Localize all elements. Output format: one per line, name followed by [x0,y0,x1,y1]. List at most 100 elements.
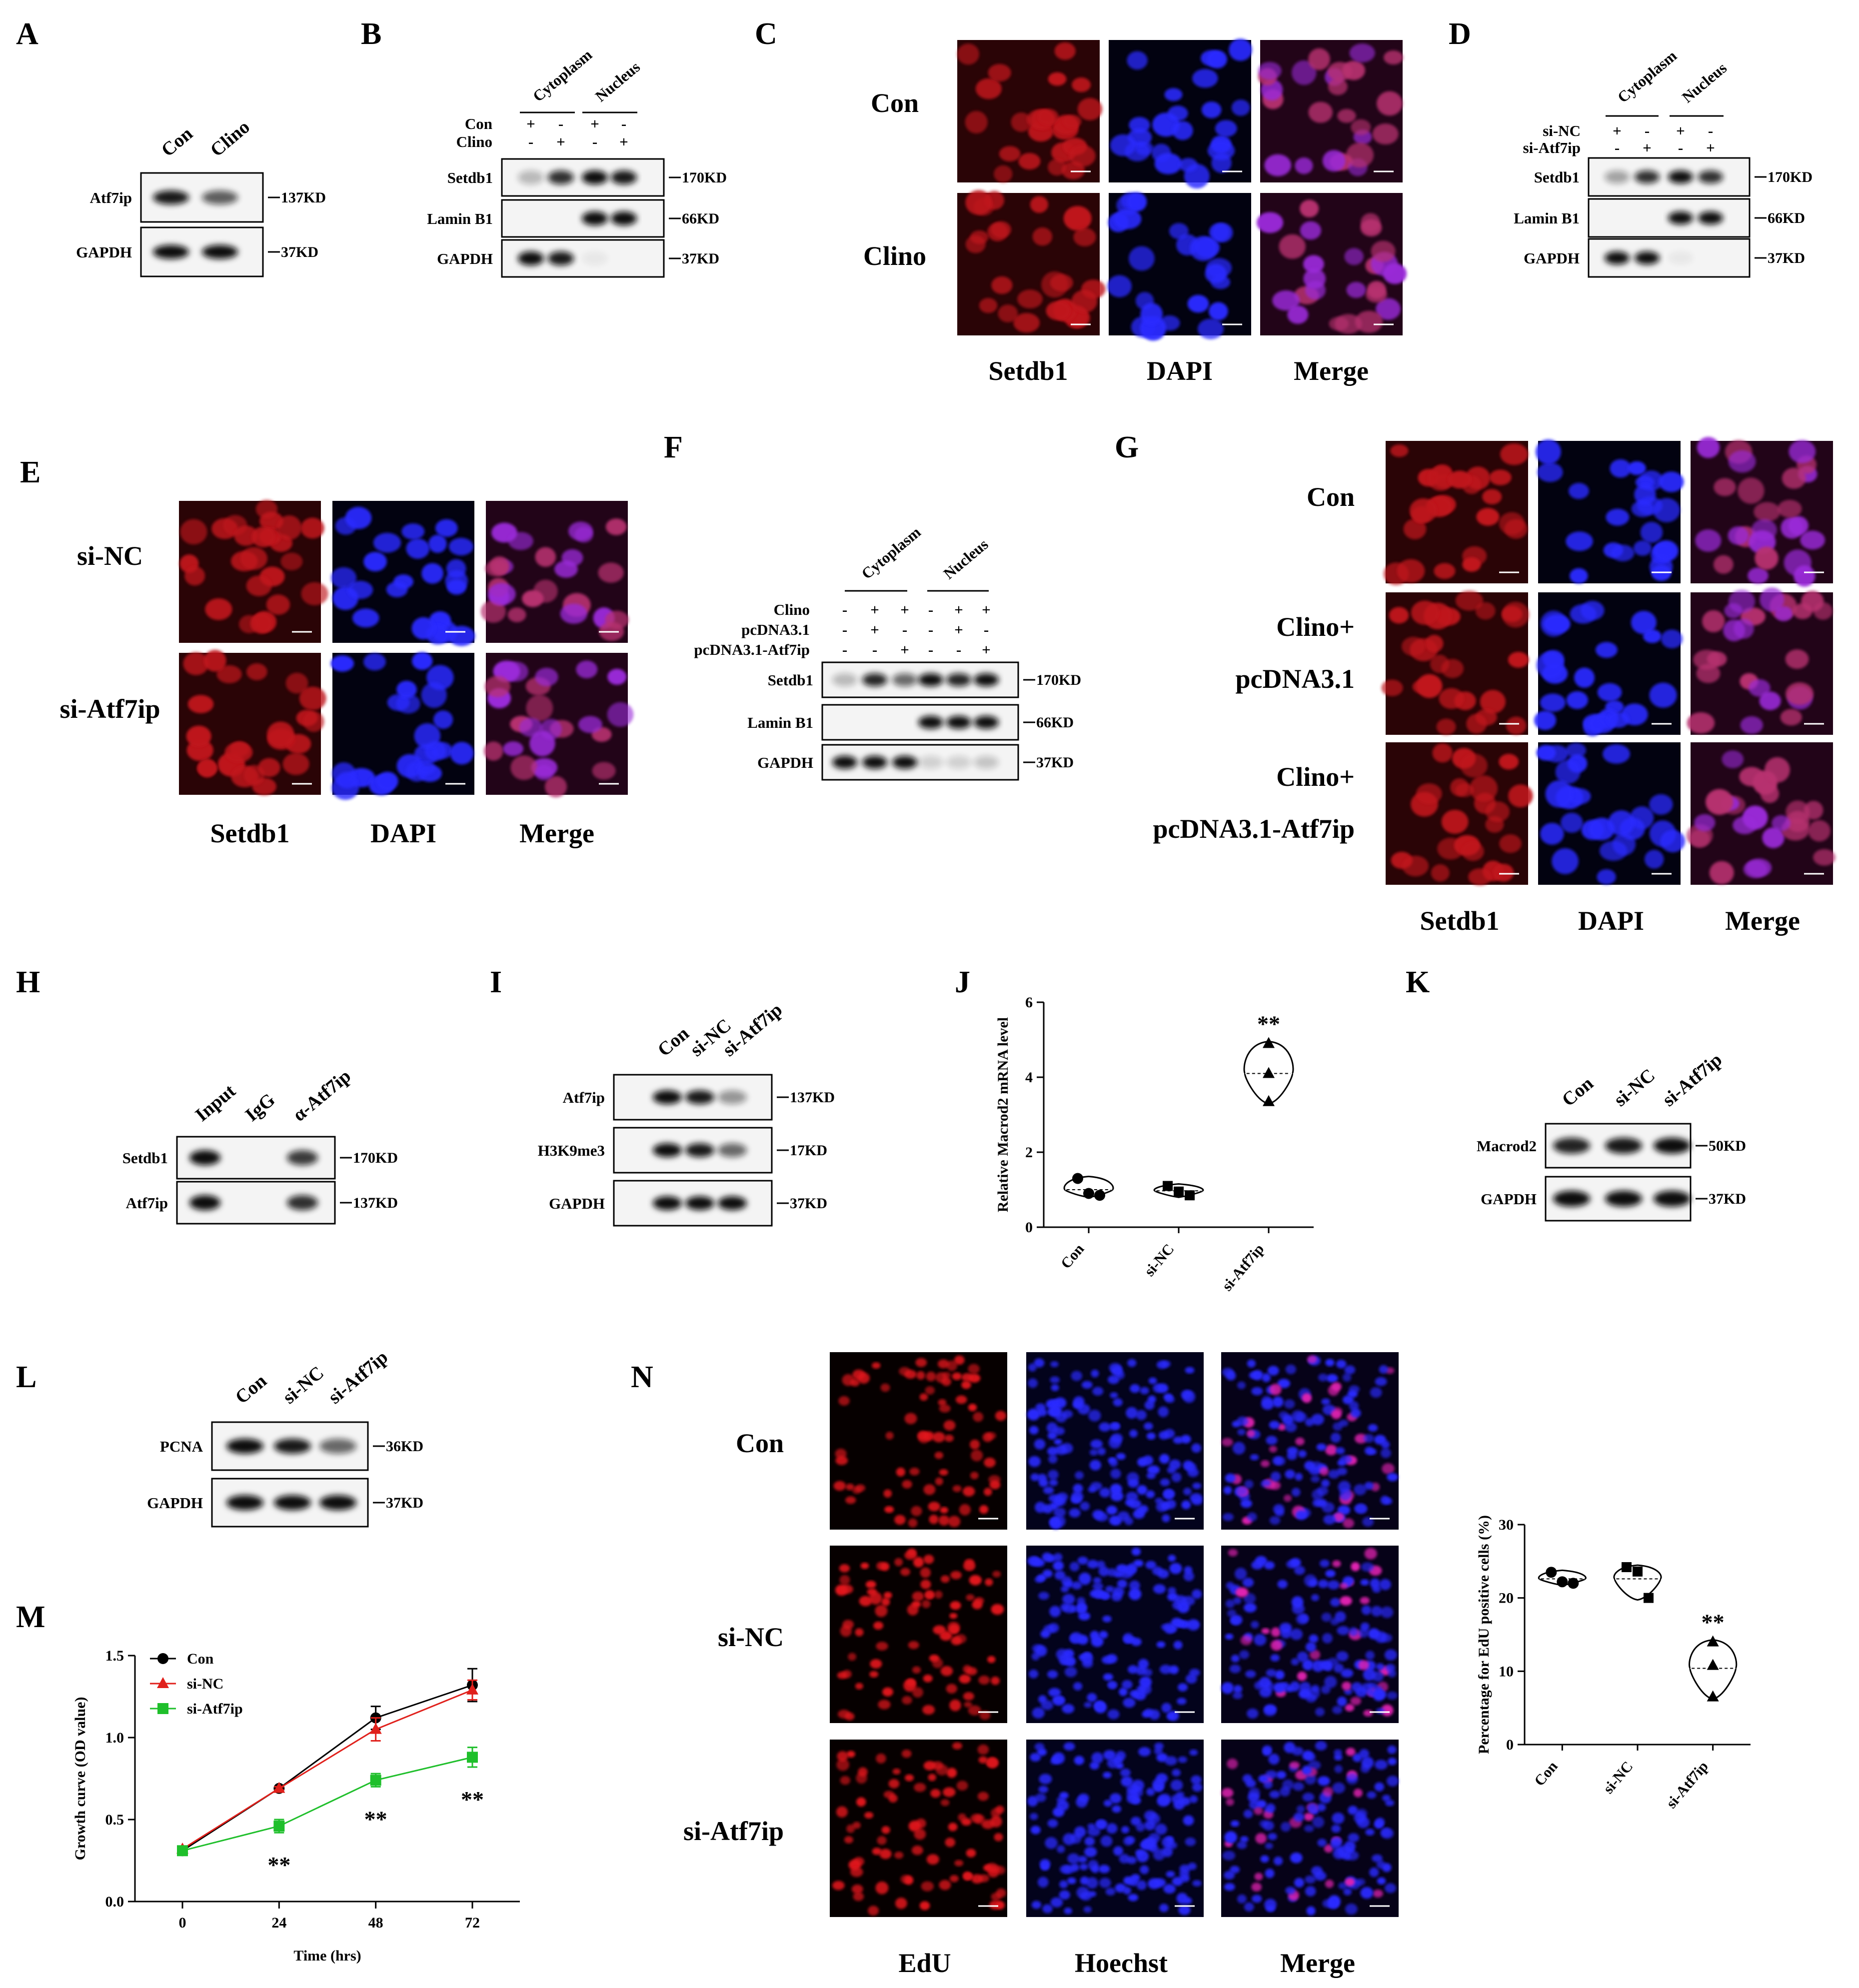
cell-nucleus [945,1838,956,1848]
cell-nucleus [1242,1578,1254,1588]
cell-nucleus [1261,1398,1274,1410]
cell-nucleus [1062,1704,1075,1714]
blot-band [153,190,189,204]
cell-nucleus [1121,1826,1130,1834]
series-con [177,1668,478,1857]
cell-nucleus [935,1477,943,1486]
y-tick-label: 0 [1025,1219,1033,1236]
micrograph-g-r0-c1 [1535,439,1684,584]
cell-nucleus [881,1826,890,1834]
cell-nucleus [868,1906,879,1916]
cell-nucleus [852,1822,861,1829]
cell-nucleus [1316,1803,1326,1812]
panel-letter-a: A [16,17,38,51]
cell-nucleus [950,1571,962,1580]
cell-nucleus [1380,1633,1393,1643]
x-tick-label-con: Con [1058,1241,1088,1272]
micrograph-g-r2-c0 [1386,742,1533,886]
cell-nucleus [1261,1460,1270,1468]
cell-nucleus [1305,1886,1316,1897]
condition-sign: + [900,641,909,658]
cell-nucleus [1434,563,1456,579]
cell-nucleus [1780,709,1802,726]
cell-nucleus [1409,498,1437,523]
cell-nucleus [1071,289,1098,313]
cell-nucleus [1157,1796,1170,1807]
micrograph-n-r2-c2 [1221,1740,1399,1917]
cell-nucleus [844,1836,853,1844]
cell-nucleus [1287,305,1309,324]
cell-nucleus [1185,1463,1197,1472]
cell-nucleus [1077,1597,1086,1605]
cell-nucleus [1128,246,1155,271]
cell-nucleus [1123,1698,1136,1708]
row-label-line1: Clino+ [1276,612,1355,642]
cell-nucleus [1090,1761,1100,1770]
cell-nucleus [1375,1377,1387,1386]
cell-nucleus [954,1860,964,1867]
cell-nucleus [1607,712,1630,728]
cell-nucleus [416,761,436,775]
cell-nucleus [1322,150,1346,172]
cell-nucleus [576,660,598,679]
cell-nucleus [1377,1877,1386,1885]
blot-band [226,1439,263,1454]
data-point [467,1752,478,1763]
cell-nucleus [1111,1366,1123,1376]
cell-nucleus [1087,1827,1101,1837]
cell-nucleus [1076,1602,1087,1612]
cell-nucleus [1277,1379,1291,1389]
cell-nucleus [1328,61,1352,81]
y-tick-label: 4 [1025,1069,1033,1086]
cell-nucleus [1361,1683,1374,1694]
blot-row-label-gapdh: GAPDH [76,243,132,261]
blot-band [1605,251,1630,264]
cell-nucleus [1353,1789,1363,1798]
cell-nucleus [875,1605,888,1617]
cell-nucleus [965,110,988,133]
cell-nucleus [1738,477,1765,504]
data-point [1083,1188,1094,1199]
cell-nucleus [1063,1742,1075,1751]
cell-nucleus [1377,91,1403,116]
cell-nucleus [428,534,447,553]
cell-nucleus [540,718,562,740]
cell-nucleus [1098,1865,1110,1874]
cell-nucleus [872,1848,882,1855]
cell-nucleus [946,1684,957,1694]
cell-nucleus [1092,1582,1104,1591]
cell-nucleus [994,1833,1003,1842]
cell-nucleus [1081,1381,1093,1389]
cell-nucleus [952,1742,962,1750]
cell-nucleus [1264,154,1292,176]
blot-band [1698,211,1723,224]
cell-nucleus [1388,1758,1397,1766]
cell-nucleus [607,702,634,727]
cell-nucleus [1192,1783,1203,1792]
cell-nucleus [1105,1888,1116,1896]
cell-nucleus [534,765,554,780]
cell-nucleus [255,499,278,519]
cell-nucleus [1287,1447,1298,1455]
cell-nucleus [1390,444,1409,457]
cell-nucleus [1116,1453,1126,1460]
lane-label-igg: IgG [241,1089,279,1126]
cell-nucleus [1107,275,1132,297]
cell-nucleus [1075,1471,1084,1480]
cell-nucleus [1311,1866,1323,1876]
cell-nucleus [1087,1560,1099,1569]
blot-band [1654,1191,1691,1207]
cell-nucleus [1468,868,1492,886]
cell-nucleus [1332,1560,1341,1568]
cell-nucleus [996,1901,1005,1910]
marker-label-170kd: 170KD [353,1150,398,1166]
cell-nucleus [1183,1488,1192,1496]
cell-nucleus [859,1596,872,1607]
cell-nucleus [1270,1654,1280,1662]
cell-nucleus [982,1432,993,1442]
cell-nucleus [1354,1484,1367,1496]
cell-nucleus [1317,1776,1330,1786]
cell-nucleus [1258,1775,1269,1783]
cell-nucleus [519,718,543,737]
cell-nucleus [1129,1690,1138,1698]
